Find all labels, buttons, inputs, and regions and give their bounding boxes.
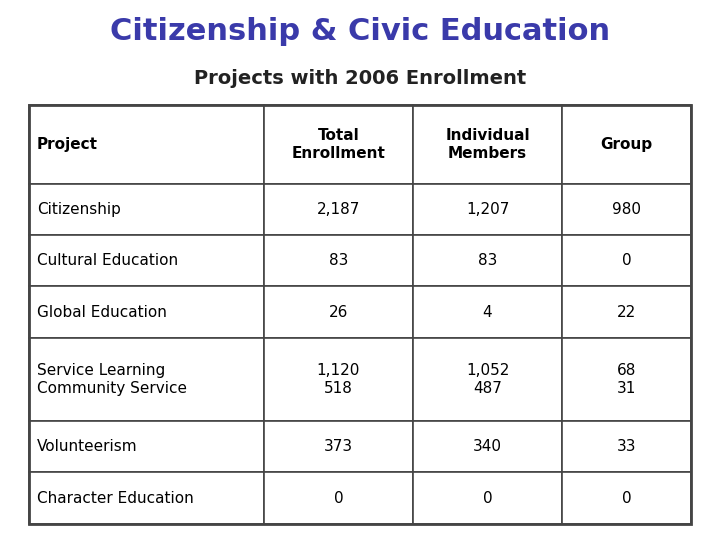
Text: 26: 26 (329, 305, 348, 320)
Text: 340: 340 (473, 439, 502, 454)
Bar (413, 235, 562, 287)
Text: Individual
Members: Individual Members (445, 128, 530, 161)
Text: Citizenship: Citizenship (37, 202, 121, 217)
Text: Volunteerism: Volunteerism (37, 439, 138, 454)
Text: 68
31: 68 31 (617, 363, 636, 396)
Bar (413, 472, 562, 524)
Bar (264, 287, 413, 338)
Text: Cultural Education: Cultural Education (37, 253, 178, 268)
Text: Project: Project (37, 137, 98, 152)
Text: Projects with 2006 Enrollment: Projects with 2006 Enrollment (194, 70, 526, 89)
Bar (29, 421, 264, 472)
Bar (264, 421, 413, 472)
Bar (264, 235, 413, 287)
Text: Character Education: Character Education (37, 491, 194, 505)
Text: 1,052
487: 1,052 487 (466, 363, 509, 396)
Text: 2,187: 2,187 (317, 202, 360, 217)
Text: Global Education: Global Education (37, 305, 166, 320)
Bar (562, 287, 691, 338)
Bar (264, 105, 413, 184)
Bar (562, 421, 691, 472)
Bar (29, 105, 264, 184)
Bar (29, 287, 264, 338)
Bar (29, 184, 264, 235)
Text: Citizenship & Civic Education: Citizenship & Civic Education (110, 17, 610, 46)
Text: 980: 980 (612, 202, 641, 217)
Bar (413, 105, 562, 184)
Bar (413, 184, 562, 235)
Text: 0: 0 (622, 491, 631, 505)
Bar (264, 338, 413, 421)
Bar (562, 184, 691, 235)
Text: 1,207: 1,207 (466, 202, 509, 217)
Text: 33: 33 (617, 439, 636, 454)
Bar (264, 184, 413, 235)
Bar (413, 421, 562, 472)
Bar (29, 472, 264, 524)
Text: 1,120
518: 1,120 518 (317, 363, 360, 396)
Bar (29, 338, 264, 421)
Text: 0: 0 (482, 491, 492, 505)
Text: 0: 0 (333, 491, 343, 505)
Bar (562, 235, 691, 287)
Bar (264, 472, 413, 524)
Text: 83: 83 (329, 253, 348, 268)
Text: 22: 22 (617, 305, 636, 320)
Bar (562, 105, 691, 184)
Text: 83: 83 (478, 253, 498, 268)
Text: Service Learning
Community Service: Service Learning Community Service (37, 363, 186, 396)
Bar (562, 472, 691, 524)
Bar (413, 287, 562, 338)
Text: Total
Enrollment: Total Enrollment (292, 128, 385, 161)
Bar (562, 338, 691, 421)
Text: Group: Group (600, 137, 652, 152)
Bar (413, 338, 562, 421)
Text: 4: 4 (482, 305, 492, 320)
Text: 373: 373 (324, 439, 353, 454)
Text: 0: 0 (622, 253, 631, 268)
Bar (29, 235, 264, 287)
